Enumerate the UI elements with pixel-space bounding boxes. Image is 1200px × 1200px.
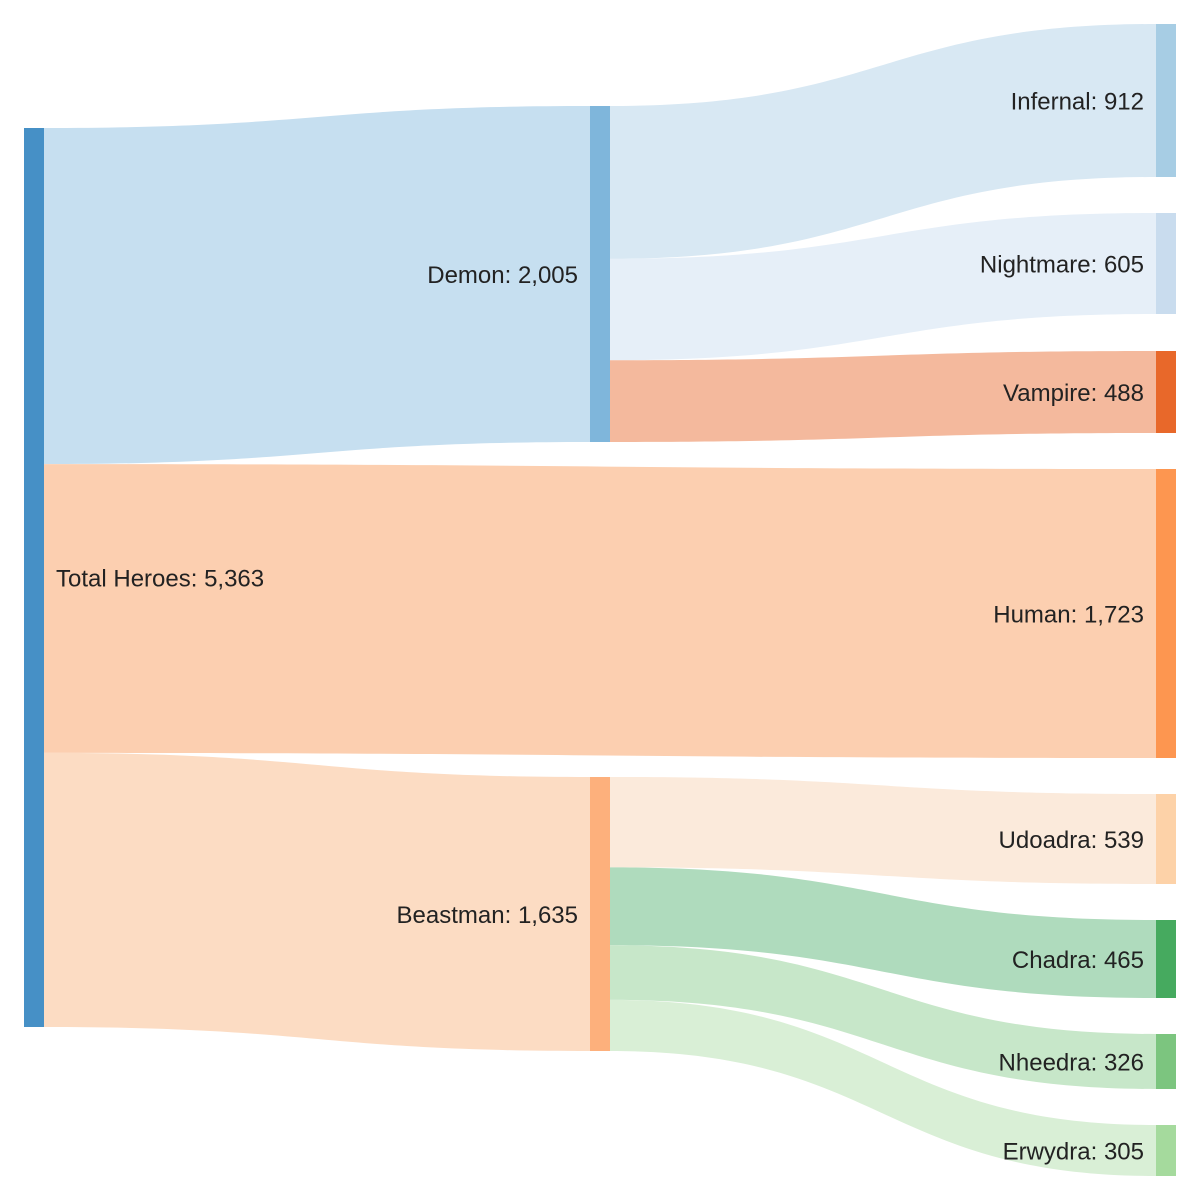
sankey-links: [44, 24, 1156, 1176]
label-beastman: Beastman: 1,635: [397, 902, 578, 929]
sankey-labels: Total Heroes: 5,363 Demon: 2,005 Human: 1,…: [56, 89, 1144, 1166]
link-beastman-chadra: [610, 867, 1156, 998]
link-beastman-erwydra: [610, 999, 1156, 1176]
label-demon: Demon: 2,005: [427, 262, 578, 289]
label-infernal: Infernal: 912: [1011, 89, 1144, 116]
link-beastman-nheedra: [610, 945, 1156, 1089]
link-total-human: [44, 464, 1156, 758]
sankey-nodes: [24, 24, 1176, 1176]
label-udoadra: Udoadra: 539: [999, 827, 1144, 854]
label-nheedra: Nheedra: 326: [999, 1050, 1144, 1077]
link-demon-vampire: [610, 351, 1156, 442]
label-nightmare: Nightmare: 605: [980, 252, 1144, 279]
node-human: [1156, 469, 1176, 758]
link-demon-nightmare: [610, 213, 1156, 361]
node-total: [24, 128, 44, 1027]
link-total-demon: [44, 106, 590, 465]
link-beastman-udoadra: [610, 777, 1156, 884]
node-infernal: [1156, 24, 1176, 177]
label-vampire: Vampire: 488: [1003, 380, 1144, 407]
node-erwydra: [1156, 1125, 1176, 1176]
link-demon-infernal: [610, 24, 1156, 259]
link-total-beastman: [44, 752, 590, 1051]
node-demon: [590, 106, 610, 442]
label-total: Total Heroes: 5,363: [56, 566, 264, 593]
node-vampire: [1156, 351, 1176, 433]
node-beastman: [590, 777, 610, 1051]
label-human: Human: 1,723: [993, 602, 1144, 629]
node-chadra: [1156, 920, 1176, 998]
node-nightmare: [1156, 213, 1176, 314]
label-erwydra: Erwydra: 305: [1003, 1139, 1144, 1166]
node-udoadra: [1156, 794, 1176, 884]
label-chadra: Chadra: 465: [1012, 947, 1144, 974]
node-nheedra: [1156, 1034, 1176, 1089]
